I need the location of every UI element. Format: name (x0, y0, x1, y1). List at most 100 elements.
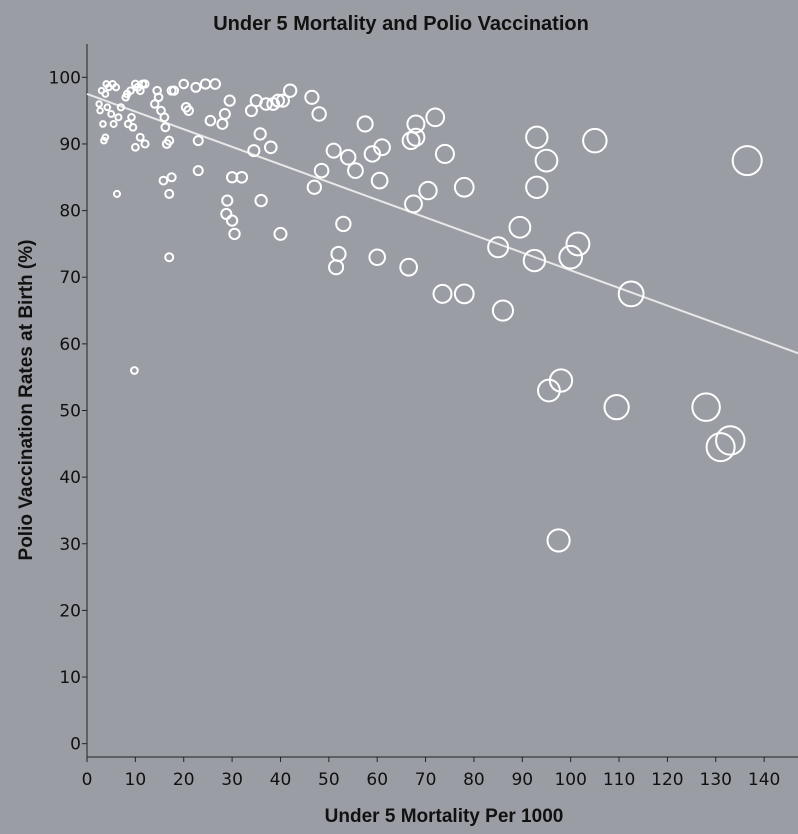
data-point (168, 85, 180, 96)
data-point (328, 259, 345, 276)
x-tick-label: 110 (603, 770, 635, 790)
data-point (558, 244, 583, 270)
data-point (178, 78, 189, 90)
data-point (235, 170, 249, 184)
y-tick-label: 70 (59, 268, 81, 288)
data-point (304, 89, 320, 105)
data-point (705, 432, 736, 463)
data-point (153, 92, 164, 103)
data-point (126, 86, 135, 95)
data-point (190, 81, 202, 93)
data-point (244, 104, 258, 118)
data-point (263, 140, 278, 155)
data-point (418, 180, 438, 201)
data-point (271, 93, 286, 108)
data-point (731, 145, 763, 177)
x-tick-label: 120 (651, 770, 683, 790)
data-point (130, 366, 139, 375)
y-tick-label: 60 (59, 335, 81, 355)
trend-line (86, 93, 798, 355)
data-point (209, 78, 222, 90)
data-point (546, 528, 571, 553)
data-point (282, 83, 298, 98)
data-point (116, 103, 125, 112)
data-point (339, 149, 357, 166)
y-tick-label: 40 (59, 468, 81, 488)
data-point (183, 105, 194, 116)
data-point (356, 115, 374, 133)
data-point (434, 143, 455, 164)
data-point (370, 171, 389, 190)
x-tick-label: 30 (221, 770, 243, 790)
data-point (164, 252, 175, 263)
x-tick-label: 0 (82, 770, 93, 790)
data-point (149, 99, 160, 109)
data-point (548, 368, 574, 393)
data-point (164, 135, 175, 146)
data-point (220, 207, 233, 220)
data-point (199, 78, 212, 90)
data-point (487, 236, 510, 259)
data-point (691, 392, 721, 422)
y-tick-label: 0 (70, 735, 81, 755)
data-point (164, 188, 175, 199)
data-point (225, 214, 239, 227)
data-point (406, 114, 426, 134)
data-point (111, 83, 121, 92)
data-point (140, 139, 150, 149)
data-point (525, 125, 549, 149)
data-point (603, 394, 630, 421)
data-point (253, 127, 267, 141)
y-tick-label: 100 (49, 68, 81, 88)
data-point (99, 120, 107, 128)
x-tick-label: 70 (415, 770, 437, 790)
data-point (617, 280, 645, 308)
y-tick-label: 90 (59, 135, 81, 155)
data-point (254, 193, 268, 208)
data-point (399, 257, 418, 277)
data-point (101, 90, 110, 98)
data-point (114, 113, 123, 122)
data-point (218, 107, 231, 120)
x-tick-label: 140 (748, 770, 780, 790)
data-point (432, 283, 453, 304)
y-tick-label: 10 (59, 668, 81, 688)
data-point (128, 122, 138, 132)
data-point (565, 231, 591, 257)
data-point (159, 112, 170, 123)
data-point (204, 114, 217, 127)
data-point (96, 106, 104, 115)
x-tick-label: 20 (173, 770, 195, 790)
data-point (373, 138, 391, 157)
data-points (95, 78, 763, 553)
y-tick-label: 20 (59, 601, 81, 621)
data-point (508, 215, 532, 239)
data-point (158, 175, 169, 186)
data-point (192, 165, 204, 177)
data-point (130, 142, 140, 152)
data-point (101, 133, 110, 142)
data-point (404, 194, 423, 214)
y-axis-ticks: 0 10 20 30 40 50 60 70 80 90 100 (49, 68, 87, 755)
data-point (135, 132, 145, 142)
chart-title: Under 5 Mortality and Polio Vaccination (213, 13, 589, 35)
data-point (313, 162, 330, 179)
data-point (275, 93, 290, 108)
x-tick-label: 100 (554, 770, 586, 790)
x-tick-label: 50 (318, 770, 340, 790)
data-point (259, 97, 273, 111)
y-tick-label: 30 (59, 535, 81, 555)
data-point (107, 110, 116, 118)
data-point (95, 100, 103, 108)
data-point (325, 142, 342, 159)
data-point (112, 189, 122, 198)
data-point (368, 248, 386, 267)
data-point (491, 299, 515, 322)
x-tick-label: 40 (270, 770, 292, 790)
data-point (247, 144, 261, 158)
data-point (228, 227, 241, 241)
data-point (192, 135, 204, 147)
data-point (582, 127, 608, 154)
data-point (335, 215, 352, 233)
